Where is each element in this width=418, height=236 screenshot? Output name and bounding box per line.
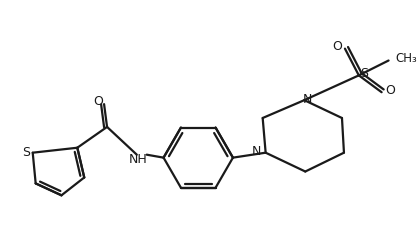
Text: CH₃: CH₃ <box>395 52 417 65</box>
Text: NH: NH <box>128 153 147 166</box>
Text: N: N <box>303 93 312 106</box>
Text: O: O <box>385 84 395 97</box>
Text: S: S <box>22 146 30 159</box>
Text: O: O <box>332 40 342 53</box>
Text: S: S <box>360 67 368 80</box>
Text: N: N <box>252 145 261 158</box>
Text: O: O <box>93 95 103 108</box>
